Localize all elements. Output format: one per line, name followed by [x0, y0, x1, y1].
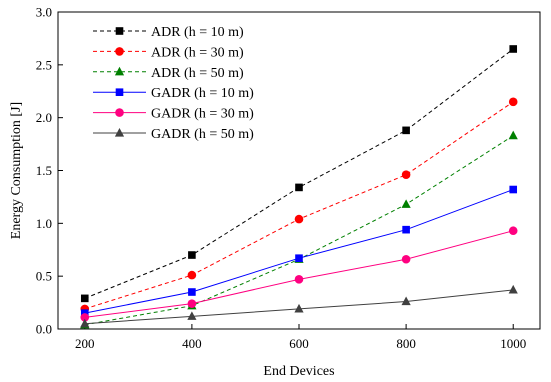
series-gadr-h-30-m [80, 226, 518, 322]
y-tick-label: 2.0 [36, 110, 52, 125]
data-point [295, 183, 303, 192]
data-point [402, 126, 410, 135]
legend-marker [115, 108, 124, 117]
data-point [508, 226, 518, 236]
data-point [188, 251, 196, 259]
legend-entry: GADR (h = 50 m) [93, 127, 254, 142]
x-tick-label: 400 [182, 336, 202, 351]
legend-label: ADR (h = 30 m) [151, 45, 244, 60]
data-point [401, 296, 411, 306]
legend-entry: GADR (h = 30 m) [93, 107, 254, 122]
data-point [508, 130, 518, 140]
data-point [401, 254, 411, 264]
legend-marker [115, 27, 124, 35]
legend-entry: ADR (h = 30 m) [93, 45, 244, 60]
legend-entry: GADR (h = 10 m) [93, 86, 254, 101]
data-point [187, 270, 197, 280]
series-line [84, 189, 514, 314]
series-adr-h-10-m [80, 45, 518, 303]
y-tick-label: 0.0 [36, 322, 52, 337]
data-point [80, 313, 90, 322]
series-adr-h-50-m [80, 130, 518, 329]
legend-label: GADR (h = 50 m) [151, 127, 254, 142]
y-tick-label: 1.5 [36, 163, 52, 178]
legend-label: GADR (h = 30 m) [151, 107, 254, 122]
data-point [401, 170, 411, 180]
series-line [84, 48, 514, 299]
series-adr-h-30-m [80, 97, 518, 314]
legend-entry: ADR (h = 50 m) [93, 66, 244, 81]
x-tick-label: 1000 [500, 336, 526, 351]
data-point [295, 254, 303, 263]
x-tick-label: 800 [396, 336, 416, 351]
legend: ADR (h = 10 m) ADR (h = 30 m) ADR (h = 50 … [93, 25, 254, 142]
legend-label: ADR (h = 10 m) [151, 25, 244, 40]
data-point [509, 185, 518, 194]
data-point [80, 294, 89, 303]
x-tick-label: 600 [289, 336, 309, 351]
data-point [401, 199, 411, 208]
y-axis-title: Energy Consumption [J] [9, 102, 24, 239]
legend-label: GADR (h = 10 m) [151, 86, 254, 101]
data-point [294, 214, 304, 224]
legend-label: ADR (h = 50 m) [151, 66, 244, 81]
series-gadr-h-50-m [80, 284, 518, 328]
y-tick-label: 1.0 [36, 216, 52, 231]
data-point [294, 303, 304, 313]
data-point [187, 299, 197, 308]
data-point [508, 284, 518, 294]
data-point [80, 318, 90, 328]
legend-marker [114, 128, 125, 137]
data-point [187, 311, 197, 320]
legend-marker [115, 47, 124, 56]
data-point [188, 288, 196, 296]
legend-marker [115, 88, 124, 96]
plot-frame [57, 11, 541, 330]
plot-series [80, 45, 518, 329]
legend-marker [114, 66, 125, 76]
y-tick-label: 2.5 [36, 57, 52, 72]
series-gadr-h-10-m [80, 185, 518, 317]
axis-ticks: 200 400 600 800 1000 0.0 0.5 1.0 1.5 2.0 2.5 3.0 [36, 5, 526, 352]
y-tick-label: 0.5 [36, 269, 52, 284]
data-point [402, 225, 410, 234]
x-axis-title: End Devices [263, 364, 334, 379]
y-tick-label: 3.0 [36, 5, 52, 20]
x-tick-label: 200 [75, 336, 95, 351]
data-point [294, 275, 304, 284]
data-point [509, 45, 518, 53]
data-point [508, 97, 518, 107]
legend-entry: ADR (h = 10 m) [93, 25, 244, 40]
